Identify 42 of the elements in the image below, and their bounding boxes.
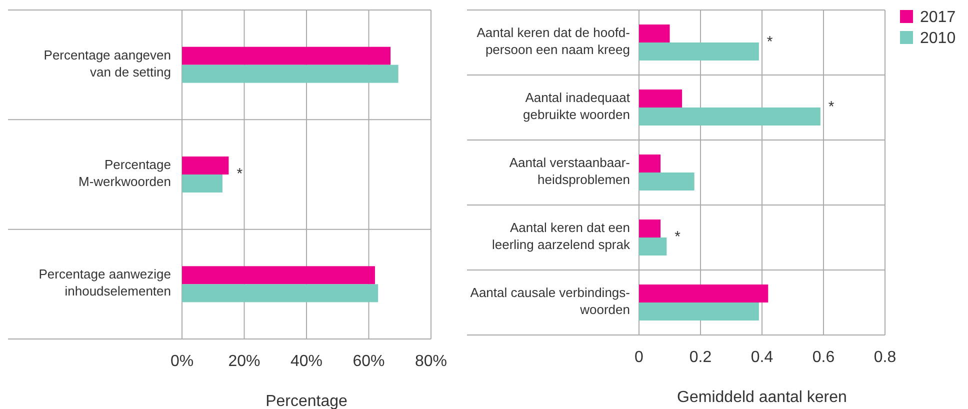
y-tick-label: Aantal keren dat de hoofd- persoon een naam kreeg — [476, 25, 630, 58]
bar — [639, 238, 667, 256]
x-tick-label: 0.8 — [874, 349, 896, 366]
x-tick-label: 60% — [352, 353, 385, 370]
annotation: * — [766, 34, 773, 50]
x-axis-title: Gemiddeld aantal keren — [677, 389, 847, 406]
x-tick-label: 0.6 — [812, 349, 835, 366]
bar — [639, 172, 694, 190]
bar — [182, 156, 229, 174]
bar — [639, 154, 661, 172]
y-tick-label: Aantal verstaanbaar- heidsproblemen — [509, 155, 630, 188]
bar — [182, 174, 222, 192]
x-tick-label: 0% — [170, 353, 194, 370]
bar — [182, 284, 378, 302]
legend-label: 2010 — [920, 30, 956, 47]
x-tick-label: 0.4 — [750, 349, 774, 366]
bar — [182, 64, 398, 83]
y-tick-label: Aantal causale verbindings- woorden — [470, 285, 630, 318]
bar — [639, 24, 670, 42]
x-tick-label: 40% — [290, 353, 323, 370]
bar — [182, 46, 391, 65]
bar — [639, 90, 682, 108]
bar — [639, 220, 661, 238]
legend-label: 2017 — [920, 9, 956, 26]
y-tick-label: Aantal keren dat een leerling aarzelend sprak — [492, 220, 630, 252]
x-tick-label: 80% — [414, 353, 448, 370]
annotation: * — [674, 228, 681, 246]
bar — [639, 42, 759, 60]
bar — [639, 284, 768, 302]
bar — [182, 266, 375, 284]
y-tick-label: Percentage aanwezige inhoudselementen — [38, 267, 171, 300]
x-tick-label: 0.2 — [689, 349, 712, 366]
x-tick-label: 0 — [634, 349, 644, 366]
annotation: * — [828, 98, 834, 116]
y-tick-label: Percentage aangeven van de setting — [44, 48, 171, 80]
bar — [639, 302, 759, 320]
annotation: * — [236, 166, 243, 182]
bar — [639, 108, 820, 126]
y-tick-label: Aantal inadequaat gebruikte woorden — [523, 90, 630, 122]
x-tick-label: 20% — [228, 353, 260, 370]
x-axis-title: Percentage — [266, 393, 348, 409]
y-tick-label: Percentage M-werkwoorden — [78, 157, 171, 190]
